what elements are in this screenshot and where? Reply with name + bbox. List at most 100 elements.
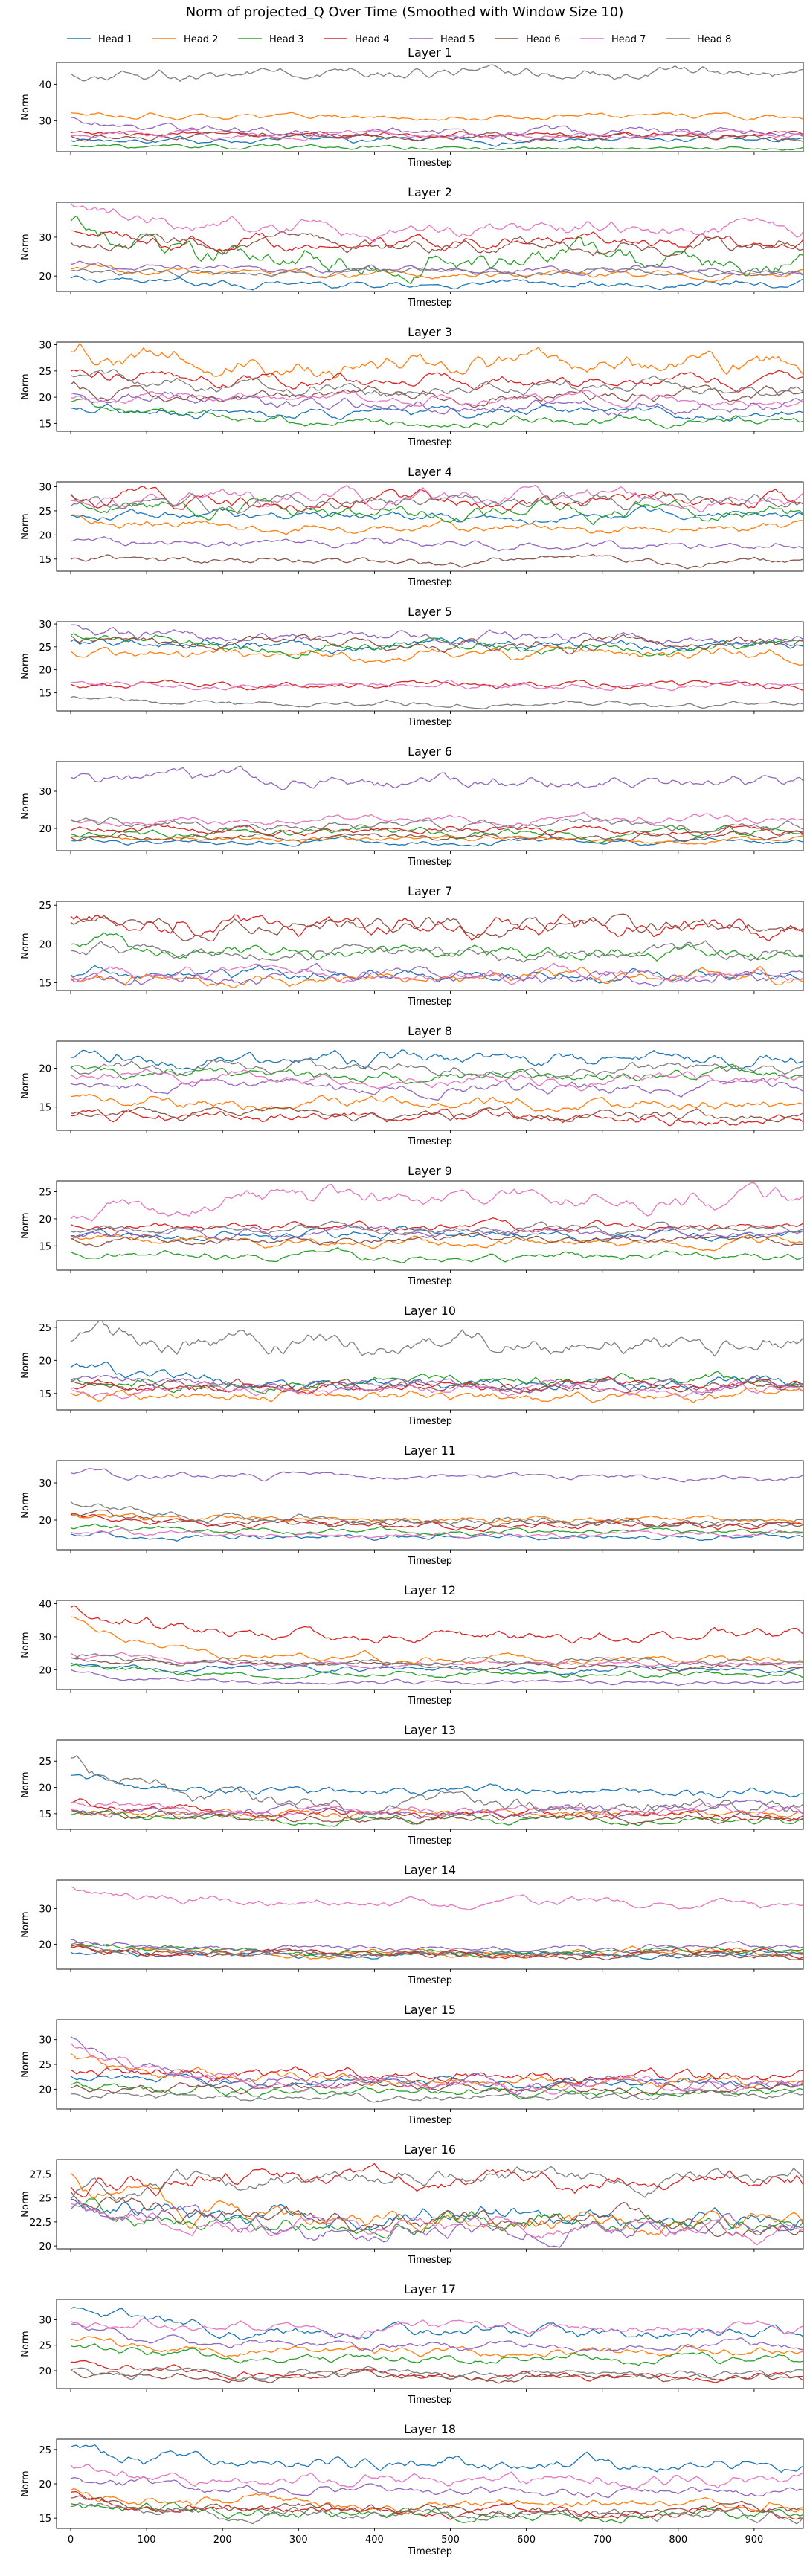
y-tick-label: 20	[39, 1356, 51, 1367]
y-tick-label: 15	[39, 2514, 51, 2525]
y-tick-label: 22.5	[30, 2218, 51, 2229]
legend-label-6: Head 6	[526, 34, 560, 45]
y-tick-label: 25	[39, 1188, 51, 1199]
series-line-head-5	[70, 2036, 803, 2096]
series-line-head-5	[70, 260, 803, 276]
panel-title: Layer 1	[408, 45, 452, 59]
y-tick-label: 30	[39, 1632, 51, 1643]
series-group	[70, 913, 803, 988]
x-axis-label: Timestep	[407, 1975, 452, 1986]
y-axis-label: Norm	[20, 933, 31, 959]
y-tick-label: 20	[39, 271, 51, 283]
series-line-head-5	[70, 1224, 803, 1241]
series-group	[70, 343, 803, 429]
series-line-head-3	[70, 1664, 803, 1681]
series-line-head-6	[70, 2495, 803, 2520]
series-line-head-2	[70, 263, 803, 283]
y-tick-label: 15	[39, 555, 51, 566]
series-line-head-8	[70, 2366, 803, 2380]
series-line-head-7	[70, 1886, 803, 1910]
series-line-head-8	[70, 940, 803, 963]
series-line-head-5	[70, 1939, 803, 1954]
x-axis-label: Timestep	[407, 1136, 452, 1147]
x-tick-label: 600	[517, 2534, 536, 2546]
series-line-head-7	[70, 811, 803, 828]
series-line-head-7	[70, 679, 803, 692]
y-axis-label: Norm	[20, 1911, 31, 1937]
series-line-head-3	[70, 1523, 803, 1536]
x-axis-label: Timestep	[407, 158, 452, 169]
x-axis-label: Timestep	[407, 996, 452, 1008]
y-tick-label: 20	[39, 393, 51, 404]
series-line-head-4	[70, 230, 803, 252]
y-tick-label: 15	[39, 979, 51, 990]
series-line-head-6	[70, 1378, 803, 1394]
y-axis-label: Norm	[20, 1072, 31, 1098]
series-line-head-7	[70, 1527, 803, 1539]
series-line-head-4	[70, 2360, 803, 2383]
panel-frame	[56, 62, 804, 152]
legend-label-5: Head 5	[440, 34, 475, 45]
y-tick-label: 15	[39, 419, 51, 430]
x-axis-label: Timestep	[407, 717, 452, 728]
y-tick-label: 40	[39, 1599, 51, 1610]
series-line-head-7	[70, 1652, 803, 1669]
series-line-head-6	[70, 231, 803, 257]
y-tick-label: 30	[39, 2315, 51, 2326]
legend-label-4: Head 4	[355, 34, 389, 45]
x-tick-label: 300	[289, 2534, 308, 2546]
series-line-head-4	[70, 369, 803, 393]
panel-frame	[56, 1180, 804, 1271]
x-axis-label: Timestep	[407, 1556, 452, 1567]
x-axis-label: Timestep	[407, 2255, 452, 2266]
panel-title: Layer 15	[404, 2003, 456, 2017]
y-tick-label: 30	[39, 482, 51, 493]
y-tick-label: 20	[39, 1064, 51, 1075]
series-line-head-5	[70, 536, 803, 552]
layer-panel-17: Layer 17 20 25 30 Timestep Norm	[20, 2282, 804, 2406]
series-line-head-2	[70, 2172, 803, 2236]
series-group	[70, 1605, 803, 1687]
series-line-head-1	[70, 506, 803, 525]
series-line-head-1	[70, 403, 803, 422]
series-line-head-7	[70, 129, 803, 141]
x-axis-label: Timestep	[407, 2115, 452, 2126]
series-line-head-1	[70, 835, 803, 847]
x-tick-label: 700	[593, 2534, 611, 2546]
series-line-head-2	[70, 1234, 803, 1252]
y-tick-label: 25	[39, 2194, 51, 2205]
series-line-head-1	[70, 2444, 803, 2473]
y-axis-label: Norm	[20, 2051, 31, 2077]
y-tick-label: 15	[39, 1389, 51, 1400]
series-line-head-2	[70, 1093, 803, 1112]
series-group	[70, 1755, 803, 1827]
y-tick-label: 40	[39, 80, 51, 91]
series-line-head-4	[70, 1217, 803, 1232]
series-line-head-5	[70, 765, 803, 790]
x-tick-label: 800	[669, 2534, 687, 2546]
panel-title: Layer 7	[408, 884, 452, 898]
legend-label-8: Head 8	[697, 34, 731, 45]
series-line-head-3	[70, 493, 803, 526]
series-line-head-3	[70, 932, 803, 962]
x-axis-label: Timestep	[407, 2546, 452, 2557]
series-line-head-2	[70, 1616, 803, 1667]
x-tick-label: 0	[68, 2534, 74, 2546]
y-tick-label: 15	[39, 1103, 51, 1114]
y-tick-label: 15	[39, 1241, 51, 1252]
series-line-head-2	[70, 112, 803, 121]
series-line-head-4	[71, 1945, 803, 1960]
y-tick-label: 25	[39, 2060, 51, 2071]
series-line-head-7	[70, 1379, 803, 1400]
x-tick-label: 200	[213, 2534, 232, 2546]
panel-frame	[56, 1600, 804, 1690]
legend-label-2: Head 2	[184, 34, 218, 45]
y-axis-label: Norm	[20, 513, 31, 539]
panel-frame	[56, 1739, 804, 1830]
series-line-head-6	[70, 1809, 803, 1825]
y-tick-label: 27.5	[30, 2169, 51, 2180]
panel-frame	[56, 2019, 804, 2110]
series-group	[70, 1468, 803, 1542]
panel-frame	[56, 1460, 804, 1551]
y-axis-label: Norm	[20, 1492, 31, 1518]
